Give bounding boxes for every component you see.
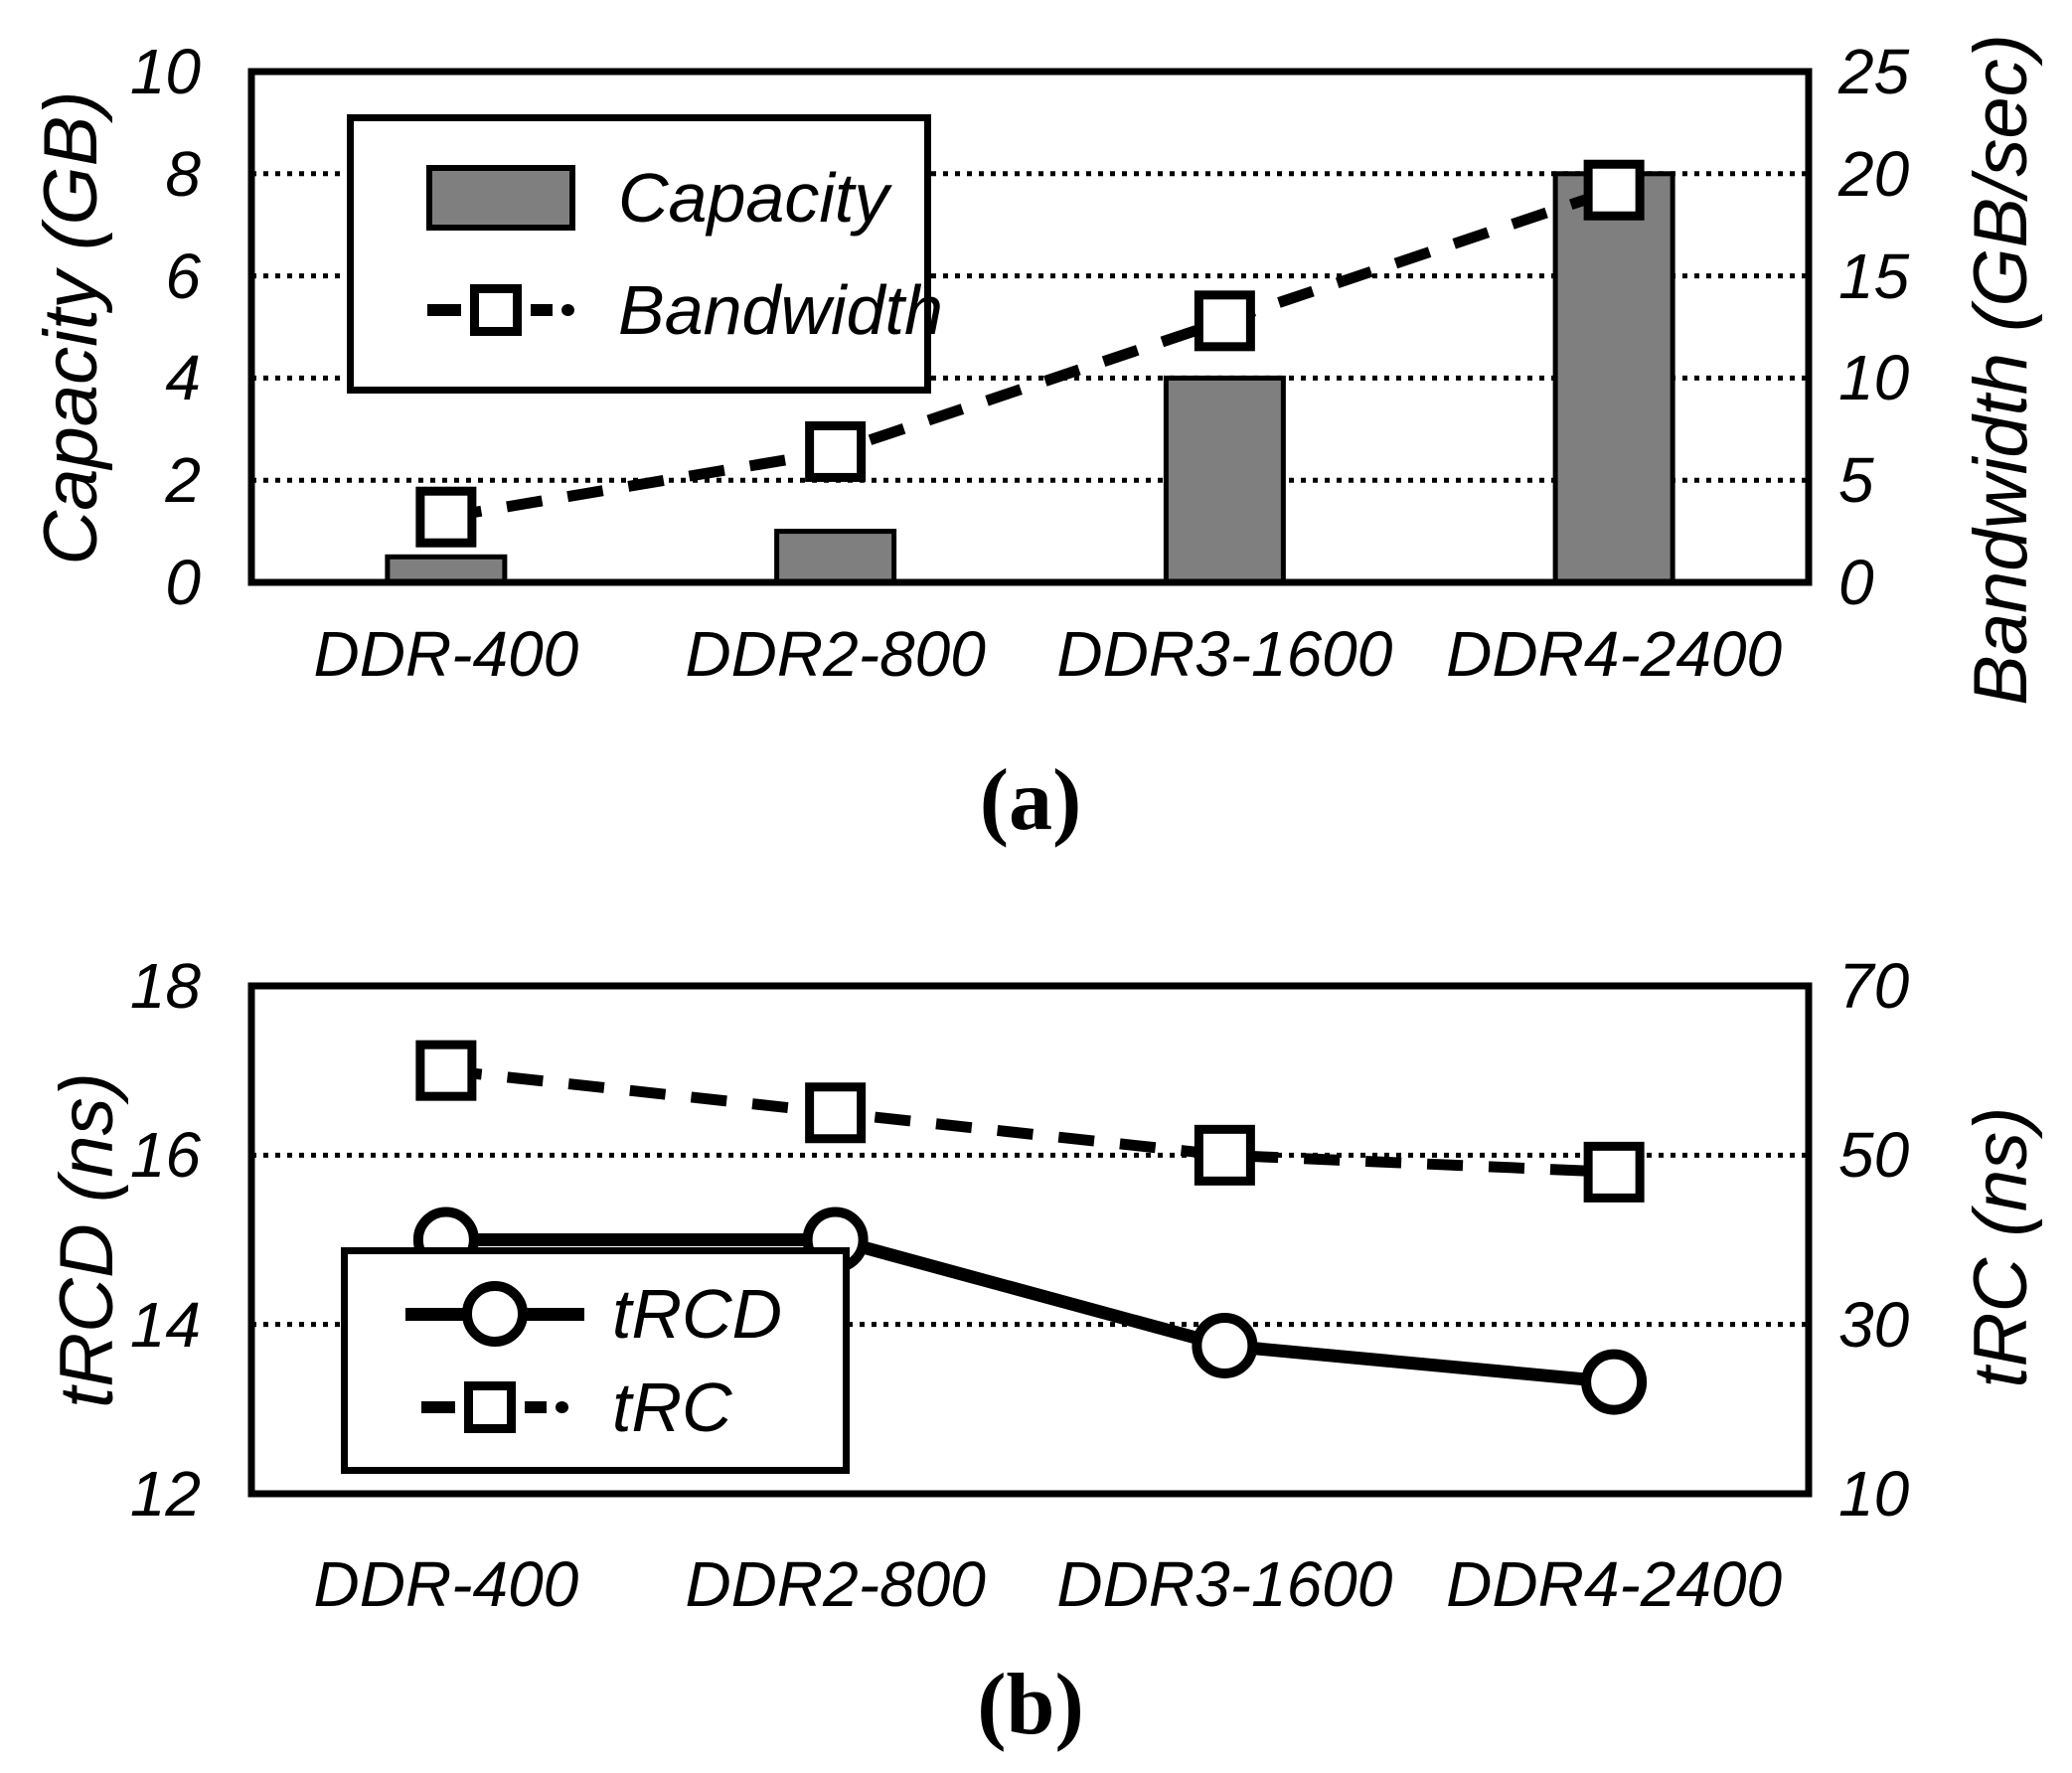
chart-a-left-tick-label: 0 [165, 547, 201, 618]
chart-b-right-tick-label: 10 [1838, 1458, 1910, 1530]
chart-b-left-axis-title: tRCD (ns) [45, 1072, 129, 1408]
chart-a-left-tick-label: 4 [165, 342, 201, 414]
chart-b-left-tick-label: 12 [129, 1458, 201, 1530]
dot-icon [556, 1401, 568, 1414]
chart-a-left-tick-label: 6 [165, 240, 201, 312]
chart-b-right-tick-label: 50 [1838, 1119, 1910, 1192]
capacity-bar-swatch-icon [426, 165, 575, 232]
capacity-legend-sample [411, 165, 590, 232]
chart-b-legend: tRCD tRC [341, 1247, 850, 1474]
legend-row-bandwidth: Bandwidth [411, 275, 943, 345]
chart-a-right-tick-label: 10 [1838, 342, 1910, 414]
chart-a-legend: Capacity Bandwidth [347, 114, 943, 394]
chart-a-right-tick-label: 5 [1838, 444, 1874, 517]
chart-a-right-tick-label: 15 [1838, 240, 1910, 312]
dash-icon [427, 303, 461, 316]
dot-icon [561, 303, 574, 316]
dash-icon [531, 303, 553, 316]
legend-row-trc: tRC [405, 1372, 843, 1442]
legend-label-trc: tRC [612, 1369, 732, 1447]
chart-b-category-label: DDR-400 [313, 1548, 579, 1620]
chart-b-right-axis-title: tRC (ns) [1959, 1106, 2043, 1388]
bandwidth-legend-sample [411, 283, 590, 336]
chart-a-category-label: DDR3-1600 [1056, 618, 1393, 690]
square-marker-icon [470, 283, 522, 336]
chart-b-category-label: DDR3-1600 [1056, 1548, 1393, 1620]
chart-a-category-label: DDR-400 [313, 618, 579, 690]
chart-b-category-label: DDR4-2400 [1446, 1548, 1783, 1620]
chart-a-right-axis-title: Bandwidth (GB/sec) [1959, 34, 2043, 706]
trc-legend-sample [405, 1381, 584, 1434]
chart-b-right-tick-label: 30 [1838, 1288, 1910, 1361]
legend-row-trcd: tRCD [405, 1279, 843, 1349]
square-marker-icon [464, 1381, 516, 1434]
chart-a-right-tick-label: 25 [1838, 36, 1910, 107]
chart-a-left-axis-title: Capacity (GB) [29, 90, 113, 565]
chart-a-left-tick-label: 2 [165, 444, 201, 517]
legend-label-bandwidth: Bandwidth [618, 270, 943, 349]
chart-b-caption: (b) [977, 1657, 1084, 1753]
chart-b-left-tick-label: 14 [129, 1288, 201, 1361]
chart-a-caption: (a) [979, 752, 1082, 849]
chart-a-category-label: DDR2-800 [685, 618, 986, 690]
legend-row-capacity: Capacity [411, 163, 924, 233]
chart-b-left-tick-label: 18 [129, 950, 201, 1022]
dash-icon [421, 1401, 455, 1414]
legend-label-capacity: Capacity [618, 159, 889, 238]
chart-a-right-tick-label: 20 [1838, 137, 1910, 210]
trcd-legend-sample [405, 1279, 584, 1349]
legend-label-trcd: tRCD [612, 1274, 783, 1353]
chart-a-left-tick-label: 10 [129, 36, 201, 107]
dash-icon [525, 1401, 547, 1414]
chart-b-left-tick-label: 16 [129, 1119, 201, 1192]
chart-b-category-label: DDR2-800 [685, 1548, 986, 1620]
chart-a-left-tick-label: 8 [165, 137, 201, 210]
chart-a-category-label: DDR4-2400 [1446, 618, 1783, 690]
chart-b-right-tick-label: 70 [1838, 950, 1910, 1022]
circle-marker-icon [462, 1280, 528, 1347]
chart-a-right-tick-label: 0 [1838, 547, 1874, 618]
